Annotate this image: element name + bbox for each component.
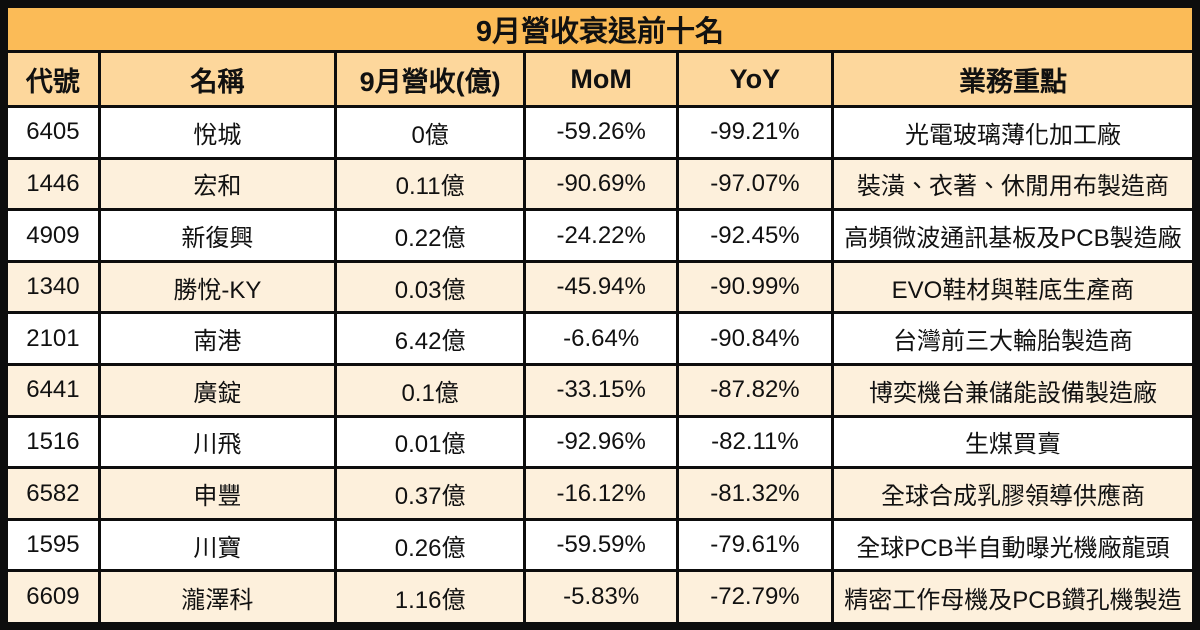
cell-business: 高頻微波通訊基板及PCB製造廠 (830, 208, 1198, 263)
table-row: 1340 勝悅-KY 0.03億 -45.94% -90.99% EVO鞋材與鞋… (2, 259, 1198, 315)
cell-code: 1446 (2, 156, 101, 212)
column-header-code: 代號 (2, 50, 101, 108)
cell-mom: -59.59% (523, 517, 679, 573)
cell-code: 1516 (2, 414, 101, 470)
cell-name: 廣錠 (97, 363, 337, 418)
cell-mom: -33.15% (523, 363, 679, 418)
cell-mom: -5.83% (523, 569, 679, 628)
cell-yoy: -90.99% (675, 259, 834, 315)
cell-mom: -45.94% (523, 259, 679, 315)
cell-revenue: 0.11億 (333, 156, 527, 212)
cell-revenue: 0.22億 (333, 208, 527, 263)
table-row: 4909 新復興 0.22億 -24.22% -92.45% 高頻微波通訊基板及… (2, 208, 1198, 263)
cell-yoy: -90.84% (675, 311, 834, 367)
cell-revenue: 0.1億 (333, 363, 527, 418)
cell-name: 悅城 (97, 105, 337, 160)
table-row: 1516 川飛 0.01億 -92.96% -82.11% 生煤買賣 (2, 414, 1198, 470)
cell-yoy: -81.32% (675, 466, 834, 521)
cell-name: 勝悅-KY (97, 259, 337, 315)
cell-yoy: -92.45% (675, 208, 834, 263)
column-header-revenue: 9月營收(億) (333, 50, 527, 108)
cell-name: 宏和 (97, 156, 337, 212)
cell-business: 精密工作母機及PCB鑽孔機製造 (830, 569, 1198, 628)
table-row: 6405 悅城 0億 -59.26% -99.21% 光電玻璃薄化加工廠 (2, 105, 1198, 160)
cell-revenue: 0.03億 (333, 259, 527, 315)
page-title: 9月營收衰退前十名 (2, 2, 1198, 53)
cell-business: 台灣前三大輪胎製造商 (830, 311, 1198, 367)
cell-name: 申豐 (97, 466, 337, 521)
cell-mom: -90.69% (523, 156, 679, 212)
cell-name: 新復興 (97, 208, 337, 263)
table-header-row: 代號 名稱 9月營收(億) MoM YoY 業務重點 (2, 50, 1198, 108)
cell-mom: -6.64% (523, 311, 679, 367)
cell-revenue: 0.37億 (333, 466, 527, 521)
column-header-mom: MoM (523, 50, 679, 108)
table-title-row: 9月營收衰退前十名 (2, 2, 1198, 53)
cell-business: 全球PCB半自動曝光機廠龍頭 (830, 517, 1198, 573)
cell-code: 6609 (2, 569, 101, 628)
table-row: 6609 瀧澤科 1.16億 -5.83% -72.79% 精密工作母機及PCB… (2, 569, 1198, 628)
cell-code: 6405 (2, 105, 101, 160)
cell-revenue: 6.42億 (333, 311, 527, 367)
column-header-yoy: YoY (675, 50, 834, 108)
table-row: 1595 川寶 0.26億 -59.59% -79.61% 全球PCB半自動曝光… (2, 517, 1198, 573)
cell-business: 光電玻璃薄化加工廠 (830, 105, 1198, 160)
cell-yoy: -72.79% (675, 569, 834, 628)
cell-business: 生煤買賣 (830, 414, 1198, 470)
cell-code: 4909 (2, 208, 101, 263)
table-row: 6582 申豐 0.37億 -16.12% -81.32% 全球合成乳膠領導供應… (2, 466, 1198, 521)
cell-code: 2101 (2, 311, 101, 367)
cell-mom: -59.26% (523, 105, 679, 160)
cell-yoy: -87.82% (675, 363, 834, 418)
cell-mom: -16.12% (523, 466, 679, 521)
cell-code: 6441 (2, 363, 101, 418)
cell-name: 川寶 (97, 517, 337, 573)
cell-revenue: 1.16億 (333, 569, 527, 628)
cell-code: 1340 (2, 259, 101, 315)
cell-name: 瀧澤科 (97, 569, 337, 628)
cell-business: 博奕機台兼儲能設備製造廠 (830, 363, 1198, 418)
cell-mom: -92.96% (523, 414, 679, 470)
cell-business: 裝潢、衣著、休閒用布製造商 (830, 156, 1198, 212)
cell-yoy: -97.07% (675, 156, 834, 212)
cell-business: 全球合成乳膠領導供應商 (830, 466, 1198, 521)
column-header-business: 業務重點 (830, 50, 1198, 108)
cell-revenue: 0億 (333, 105, 527, 160)
cell-revenue: 0.01億 (333, 414, 527, 470)
cell-name: 南港 (97, 311, 337, 367)
cell-code: 6582 (2, 466, 101, 521)
table-row: 1446 宏和 0.11億 -90.69% -97.07% 裝潢、衣著、休閒用布… (2, 156, 1198, 212)
table-row: 2101 南港 6.42億 -6.64% -90.84% 台灣前三大輪胎製造商 (2, 311, 1198, 367)
cell-name: 川飛 (97, 414, 337, 470)
table-row: 6441 廣錠 0.1億 -33.15% -87.82% 博奕機台兼儲能設備製造… (2, 363, 1198, 418)
cell-yoy: -82.11% (675, 414, 834, 470)
cell-yoy: -99.21% (675, 105, 834, 160)
column-header-name: 名稱 (97, 50, 337, 108)
cell-business: EVO鞋材與鞋底生產商 (830, 259, 1198, 315)
cell-revenue: 0.26億 (333, 517, 527, 573)
cell-mom: -24.22% (523, 208, 679, 263)
cell-code: 1595 (2, 517, 101, 573)
cell-yoy: -79.61% (675, 517, 834, 573)
